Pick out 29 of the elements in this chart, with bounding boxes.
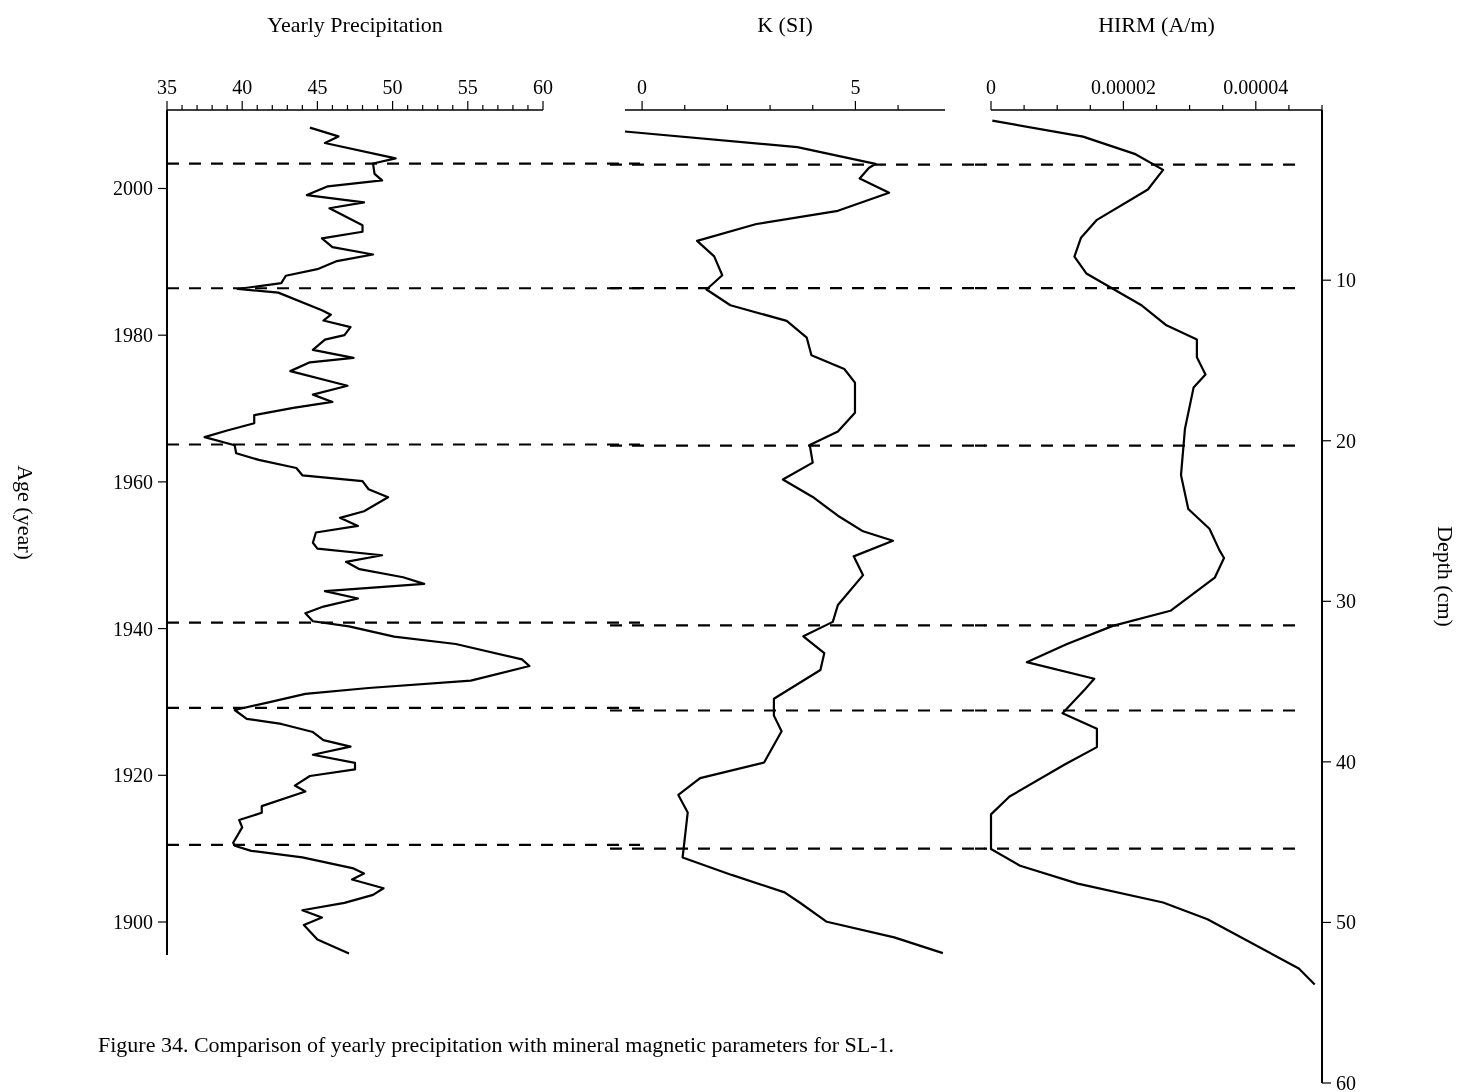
x-tick-label: 40 — [232, 76, 253, 98]
x-tick-label: 45 — [307, 76, 328, 98]
y-tick-label: 1940 — [113, 617, 153, 640]
y-tick-label: 50 — [1336, 911, 1356, 934]
x-tick-label: 0 — [986, 76, 996, 98]
x-axis-title: HIRM (A/m) — [1098, 12, 1215, 37]
x-tick-label: 0.00004 — [1223, 76, 1289, 98]
y-axis-title: Age (year) — [13, 465, 38, 560]
y-tick-label: 1920 — [113, 764, 153, 787]
x-tick-label: 35 — [157, 76, 177, 98]
y-tick-label: 2000 — [113, 177, 153, 200]
x-tick-label: 0 — [637, 76, 648, 98]
x-tick-label: 0.00002 — [1090, 76, 1156, 98]
x-tick-label: 5 — [850, 76, 861, 98]
x-axis-title: Yearly Precipitation — [267, 12, 443, 37]
x-tick-label: 55 — [457, 76, 478, 98]
y-axis-title: Depth (cm) — [1433, 526, 1458, 627]
x-tick-label: 60 — [533, 76, 553, 98]
x-axis-title: K (SI) — [757, 12, 813, 37]
y-tick-label: 1900 — [113, 910, 153, 933]
y-tick-label: 20 — [1336, 429, 1356, 452]
x-tick-label: 50 — [382, 76, 403, 98]
y-tick-label: 30 — [1336, 590, 1356, 613]
y-tick-label: 60 — [1336, 1072, 1356, 1092]
annotation: Figure 34. Comparison of yearly precipitation with mineral magnetic parameters for SL-1. — [98, 1032, 895, 1057]
y-tick-label: 1980 — [113, 324, 153, 347]
y-tick-label: 10 — [1336, 269, 1356, 292]
y-tick-label: 1960 — [113, 470, 153, 493]
y-tick-label: 40 — [1336, 750, 1356, 773]
